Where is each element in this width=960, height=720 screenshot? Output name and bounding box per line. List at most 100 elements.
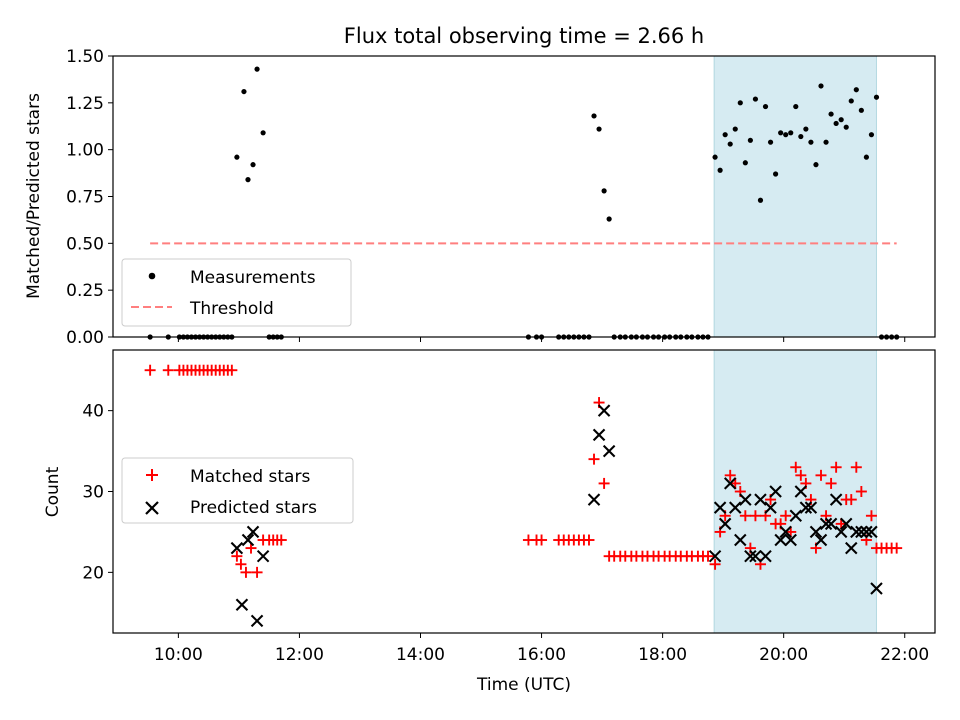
matched-star-point bbox=[830, 461, 842, 473]
predicted-star-point bbox=[809, 525, 823, 539]
predicted-star-point bbox=[839, 517, 853, 531]
measurement-point bbox=[250, 162, 256, 168]
measurement-point bbox=[818, 83, 824, 89]
measurement-point bbox=[823, 139, 829, 145]
predicted-star-point bbox=[865, 525, 878, 539]
predicted-star-point bbox=[829, 493, 843, 506]
predicted-star-point bbox=[587, 493, 601, 506]
measurement-point bbox=[843, 124, 849, 130]
count-axes-frame bbox=[112, 349, 936, 634]
predicted-star-point bbox=[824, 517, 838, 531]
predicted-star-point bbox=[784, 533, 797, 547]
x-tick-label: 14:00 bbox=[396, 645, 445, 665]
ratio-y-ticks: 0.00 0.25 0.50 0.75 1.00 1.25 1.50 bbox=[66, 47, 113, 348]
matched-star-point bbox=[891, 542, 903, 554]
matched-star-point bbox=[251, 566, 263, 578]
x-tick-label: 22:00 bbox=[880, 645, 929, 665]
measurement-point bbox=[757, 197, 764, 203]
predicted-star-point bbox=[850, 525, 863, 539]
x-tick-label: 16:00 bbox=[517, 645, 566, 665]
predicted-star-point bbox=[845, 541, 858, 555]
predicted-star-point bbox=[230, 541, 244, 555]
measurement-point bbox=[762, 103, 769, 110]
x-tick-label: 10:00 bbox=[154, 645, 203, 665]
shaded-observing-span bbox=[713, 55, 877, 338]
measurement-point bbox=[783, 132, 789, 138]
count-y-ticks: 20 30 40 bbox=[82, 402, 113, 583]
predicted-star-point bbox=[256, 549, 270, 563]
predicted-star-point bbox=[729, 501, 742, 514]
measurement-point bbox=[808, 139, 814, 145]
measurement-point bbox=[241, 88, 247, 95]
measurement-point bbox=[767, 139, 774, 145]
matched-star-point bbox=[226, 364, 238, 376]
measurement-point bbox=[260, 130, 266, 136]
predicted-star-point bbox=[734, 533, 747, 547]
y-tick-label: 0.50 bbox=[66, 234, 104, 254]
measurement-point bbox=[793, 103, 799, 110]
matched-star-point bbox=[275, 534, 287, 546]
matched-star-point bbox=[583, 534, 595, 546]
ratio-panel: 0.00 0.25 0.50 0.75 1.00 1.25 1.50 Matched/Pre… bbox=[24, 47, 936, 348]
measurement-point bbox=[245, 177, 251, 183]
ratio-axes-frame bbox=[112, 55, 936, 338]
y-tick-label: 0.00 bbox=[66, 328, 104, 348]
measurement-point bbox=[254, 66, 260, 72]
count-x-ticks: 10:00 12:00 14:00 16:00 18:00 20:00 22:00 bbox=[154, 633, 929, 665]
measurement-point bbox=[591, 113, 597, 119]
predicted-star-point bbox=[799, 501, 813, 514]
matched-star-point bbox=[724, 469, 736, 481]
measurement-point bbox=[727, 141, 733, 147]
matched-star-point bbox=[790, 461, 802, 473]
matched-star-point bbox=[825, 477, 837, 489]
matched-star-point bbox=[162, 364, 174, 376]
matched-star-point bbox=[850, 461, 862, 473]
measurement-point bbox=[838, 117, 844, 123]
predicted-star-point bbox=[779, 525, 792, 539]
measurement-point bbox=[848, 98, 854, 104]
measurement-point bbox=[773, 171, 779, 177]
matched-star-point bbox=[855, 486, 867, 497]
matched-star-point bbox=[231, 550, 243, 562]
y-tick-label: 1.25 bbox=[66, 94, 104, 114]
predicted-star-point bbox=[759, 549, 772, 563]
predicted-star-point bbox=[814, 533, 828, 547]
predicted-star-point bbox=[789, 509, 803, 522]
measurement-point bbox=[722, 132, 728, 138]
measurement-point bbox=[234, 154, 240, 160]
y-tick-label: 1.50 bbox=[66, 47, 104, 67]
predicted-star-point bbox=[250, 614, 264, 628]
predicted-star-point bbox=[602, 444, 616, 458]
matched-star-point bbox=[815, 469, 827, 481]
predicted-star-point bbox=[708, 549, 722, 563]
legend-measurements-label: Measurements bbox=[190, 268, 316, 288]
predicted-star-point bbox=[754, 493, 767, 506]
predicted-star-point bbox=[723, 477, 737, 490]
predicted-star-point bbox=[235, 598, 249, 611]
matched-star-point bbox=[865, 510, 877, 522]
measurement-point bbox=[717, 167, 723, 173]
measurement-point bbox=[798, 133, 804, 140]
predicted-star-point bbox=[749, 549, 762, 563]
predicted-star-point bbox=[855, 525, 868, 539]
y-tick-label: 30 bbox=[82, 483, 104, 503]
measurement-point bbox=[601, 188, 607, 194]
count-legend-box bbox=[121, 457, 354, 524]
matched-star-point bbox=[598, 477, 610, 489]
matched-star-point bbox=[780, 510, 792, 522]
predicted-star-point bbox=[592, 428, 606, 442]
matched-star-point bbox=[845, 494, 857, 506]
matched-star-point bbox=[240, 566, 252, 578]
matched-star-point bbox=[588, 453, 600, 465]
measurement-point bbox=[863, 154, 869, 160]
predicted-star-point bbox=[246, 525, 260, 539]
measurement-point bbox=[873, 94, 880, 100]
chart-title: Flux total observing time = 2.66 h bbox=[344, 24, 704, 48]
matched-star-point bbox=[144, 364, 156, 376]
measurement-point bbox=[742, 160, 748, 166]
ratio-y-axis-label: Matched/Predicted stars bbox=[24, 93, 44, 299]
predicted-star-point bbox=[860, 525, 873, 539]
predicted-star-point bbox=[718, 517, 732, 531]
measurement-point bbox=[833, 120, 839, 127]
x-tick-label: 20:00 bbox=[759, 645, 808, 665]
